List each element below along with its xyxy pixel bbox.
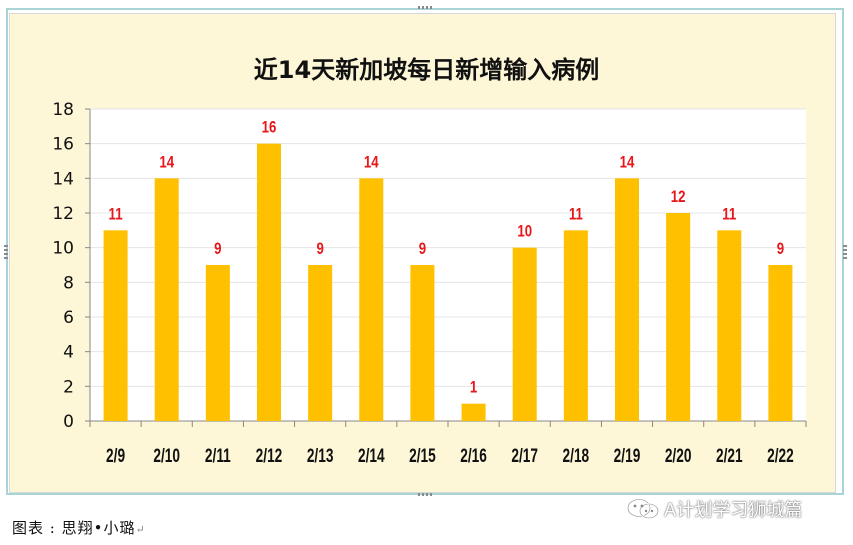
watermark-text: A计划学习狮城篇 — [664, 500, 803, 521]
bar — [410, 265, 435, 421]
data-label: 9 — [419, 240, 426, 259]
y-tick-label: 0 — [63, 412, 74, 432]
bar — [359, 178, 384, 421]
y-tick-label: 12 — [52, 204, 74, 224]
data-label: 14 — [620, 153, 635, 172]
y-tick-label: 18 — [52, 100, 74, 120]
x-tick-label: 2/13 — [307, 445, 334, 467]
data-label: 14 — [159, 153, 174, 172]
wechat-icon — [627, 498, 659, 519]
bar — [308, 265, 333, 421]
data-label: 11 — [569, 205, 583, 224]
watermark: A计划学习狮城篇 — [626, 498, 803, 521]
bar — [666, 213, 691, 421]
chart-title: 近14天新加坡每日新增输入病例 — [253, 56, 600, 84]
resize-handle-bottom[interactable] — [418, 492, 434, 497]
data-label: 9 — [777, 240, 784, 259]
data-label: 16 — [262, 118, 277, 137]
resize-handle-right[interactable] — [843, 245, 847, 259]
y-tick-label: 6 — [63, 308, 74, 328]
bar — [461, 403, 486, 421]
data-label: 9 — [214, 240, 221, 259]
x-tick-label: 2/20 — [665, 445, 692, 467]
x-tick-label: 2/16 — [460, 445, 487, 467]
data-label: 1 — [470, 378, 478, 397]
data-label: 12 — [671, 188, 686, 207]
y-tick-label: 10 — [52, 239, 74, 259]
x-tick-label: 2/11 — [205, 445, 231, 467]
bar — [563, 230, 588, 421]
bar — [257, 143, 281, 421]
bar — [717, 230, 742, 421]
bar — [615, 178, 639, 421]
x-tick-label: 2/22 — [767, 445, 794, 467]
resize-handle-left[interactable] — [4, 245, 8, 259]
bar — [154, 178, 179, 421]
x-tick-label: 2/15 — [409, 445, 436, 467]
y-tick-label: 8 — [63, 273, 74, 293]
y-tick-label: 2 — [63, 377, 74, 397]
data-label: 10 — [517, 222, 532, 241]
data-label: 9 — [316, 240, 323, 259]
return-mark-icon: ↵ — [135, 523, 146, 536]
bar — [205, 265, 230, 421]
x-tick-label: 2/10 — [153, 445, 180, 467]
y-tick-label: 4 — [63, 343, 74, 363]
bar — [768, 265, 793, 421]
y-tick-label: 16 — [52, 135, 74, 155]
x-tick-label: 2/19 — [614, 445, 641, 467]
x-tick-label: 2/21 — [716, 445, 743, 467]
bar — [512, 247, 537, 421]
x-tick-label: 2/17 — [511, 445, 538, 467]
plot-area — [90, 109, 806, 421]
data-label: 11 — [722, 205, 736, 224]
data-label: 11 — [109, 205, 123, 224]
resize-handle-top[interactable] — [418, 5, 434, 10]
caption-text: 图表 : 思翔•小璐 — [12, 519, 136, 537]
y-tick-label: 14 — [52, 169, 74, 189]
x-tick-label: 2/14 — [358, 445, 385, 467]
x-tick-label: 2/12 — [256, 445, 283, 467]
x-tick-label: 2/18 — [563, 445, 590, 467]
x-tick-label: 2/9 — [106, 445, 125, 467]
data-label: 14 — [364, 153, 379, 172]
bar — [103, 230, 128, 421]
chart-caption: 图表 : 思翔•小璐↵ — [12, 517, 146, 538]
